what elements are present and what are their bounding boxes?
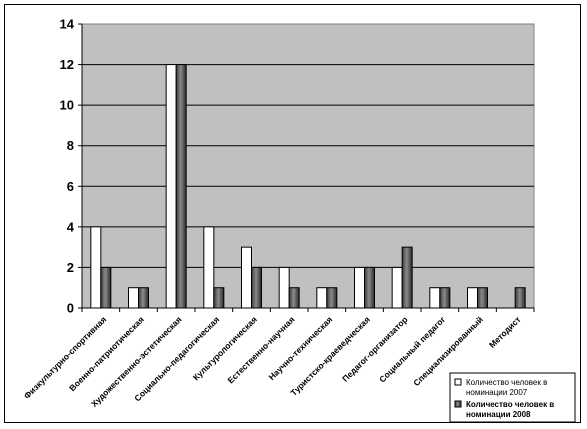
y-tick-label: 2 [67, 260, 74, 275]
bar-2007 [241, 246, 252, 309]
plot-area [81, 23, 535, 309]
bar-2008 [175, 64, 187, 309]
bar-2008 [213, 287, 225, 309]
y-tick-label: 6 [67, 179, 74, 194]
category-label: Методист [487, 314, 523, 350]
legend-swatch-2008 [454, 400, 462, 408]
bar-2007 [354, 266, 365, 309]
bar-2008 [364, 266, 375, 309]
y-tick-label: 14 [60, 17, 75, 32]
category-label: Педагог-организатор [340, 314, 409, 383]
bar-2007 [90, 226, 102, 309]
legend: Количество человек в номинации 2007 Количе… [449, 372, 576, 423]
y-tick-label: 12 [60, 57, 74, 72]
bar-2008 [326, 287, 338, 309]
bar-2007 [128, 287, 139, 309]
bar-2007 [391, 266, 403, 309]
bar-2008 [477, 287, 488, 309]
category-label: Туристско-краеведческая [289, 314, 372, 397]
category-label: Естественно-научная [225, 314, 296, 385]
bar-2008 [288, 287, 300, 309]
y-tick-label: 10 [60, 98, 74, 113]
category-label: Культурологическая [191, 314, 259, 382]
legend-label-2008: Количество человек в номинации 2008 [466, 400, 554, 419]
bar-2008 [251, 266, 262, 309]
y-tick-label: 8 [67, 138, 74, 153]
bar-2008 [514, 287, 526, 309]
bar-2008 [100, 266, 112, 309]
legend-swatch-2007 [454, 378, 462, 386]
category-label: Военно-патриотическая [67, 314, 146, 393]
bar-2008 [138, 287, 149, 309]
bar-2008 [439, 287, 451, 309]
y-tick-label: 4 [67, 219, 75, 234]
category-label: Социальный педагог [377, 314, 448, 385]
y-tick-label: 0 [67, 301, 74, 316]
bar-2007 [278, 266, 290, 309]
bar-2007 [467, 287, 478, 309]
category-label: Научно-техническая [267, 314, 335, 382]
bar-2007 [316, 287, 328, 309]
legend-label-2007: Количество человек в номинации 2007 [466, 378, 547, 397]
bar-2008 [401, 246, 413, 309]
bar-2007 [165, 64, 177, 309]
bar-2007 [203, 226, 215, 309]
legend-box [449, 372, 576, 423]
bar-2007 [429, 287, 441, 309]
